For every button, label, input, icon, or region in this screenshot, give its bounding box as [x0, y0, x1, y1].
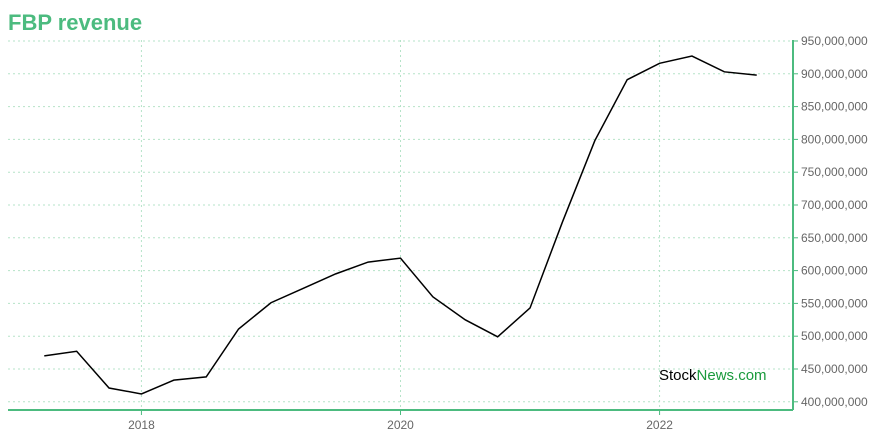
y-tick-label: 750,000,000: [801, 165, 868, 179]
watermark: StockNews.com: [659, 367, 767, 384]
y-tick-label: 400,000,000: [801, 395, 868, 409]
y-tick-label: 800,000,000: [801, 132, 868, 146]
y-tick-label: 650,000,000: [801, 231, 868, 245]
watermark-part: News.com: [697, 367, 767, 384]
y-tick-label: 850,000,000: [801, 100, 868, 114]
y-tick-label: 700,000,000: [801, 198, 868, 212]
y-tick-label: 950,000,000: [801, 34, 868, 48]
y-tick-label: 450,000,000: [801, 362, 868, 376]
y-tick-label: 600,000,000: [801, 264, 868, 278]
y-tick-label: 500,000,000: [801, 329, 868, 343]
x-tick-label: 2018: [128, 418, 155, 432]
x-tick-label: 2020: [387, 418, 414, 432]
y-tick-label: 900,000,000: [801, 67, 868, 81]
watermark-part: Stock: [659, 367, 697, 384]
data-line: [44, 55, 757, 395]
chart-title: FBP revenue: [8, 10, 142, 35]
x-tick-label: 2022: [646, 418, 673, 432]
y-tick-label: 550,000,000: [801, 296, 868, 310]
